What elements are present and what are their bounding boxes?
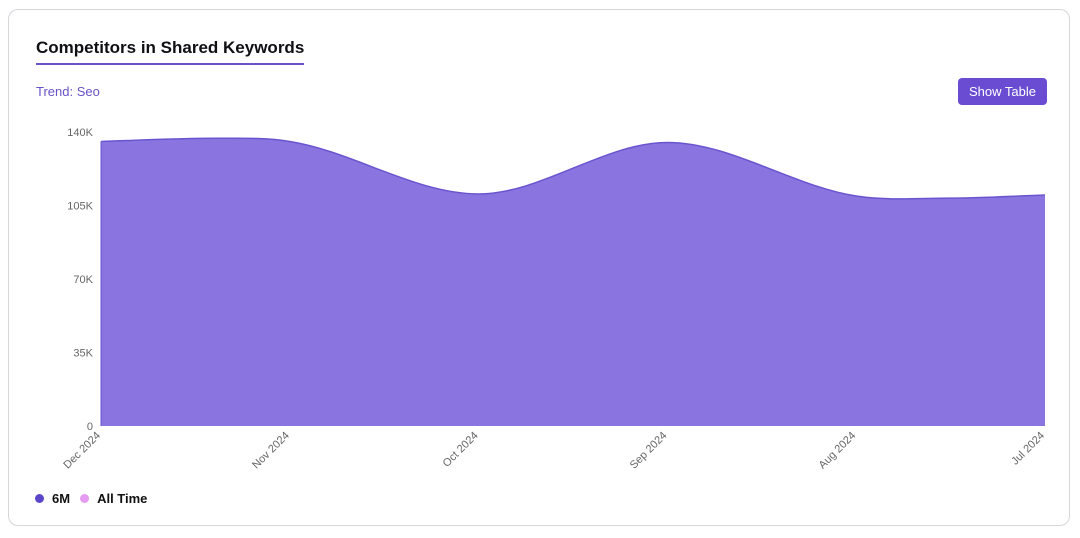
area-chart: 0 35K 70K 105K 140K Dec 2024 Nov 2024 Oct 2024 S… [61,127,1047,472]
legend: 6M All Time [35,491,157,506]
y-tick-label: 35K [73,348,93,360]
x-tick-label: Aug 2024 [817,430,859,472]
x-tick-label: Nov 2024 [250,430,292,472]
legend-item-6m[interactable]: 6M [35,491,70,506]
y-tick-label: 105K [67,201,93,213]
x-tick-label: Oct 2024 [441,430,481,470]
area-series-line [100,137,1046,200]
x-tick-label: Jul 2024 [1009,430,1047,468]
legend-label-all-time: All Time [97,491,148,506]
legend-dot-all-time [80,494,90,503]
card-title: Competitors in Shared Keywords [36,38,305,65]
y-tick-label: 140K [67,127,93,139]
x-tick-label: Sep 2024 [628,430,670,472]
trend-label: Trend: Seo [36,84,100,99]
legend-dot-6m [35,494,44,503]
area-series-fill [101,138,1045,426]
y-tick-label: 0 [87,421,93,433]
chart-card: Competitors in Shared Keywords Trend: Se… [8,9,1070,526]
show-table-button[interactable]: Show Table [958,78,1047,105]
legend-label-6m: 6M [52,491,71,506]
x-tick-label: Dec 2024 [61,430,103,472]
y-tick-label: 70K [73,274,93,286]
legend-item-all-time[interactable]: All Time [80,491,147,506]
